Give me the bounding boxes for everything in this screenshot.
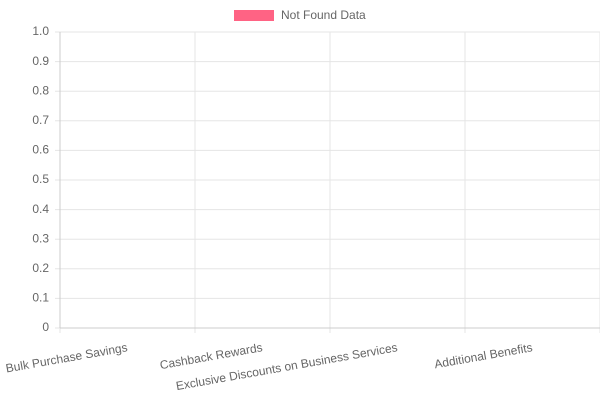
- y-tick-label: 0.8: [32, 83, 49, 97]
- x-tick-label: Exclusive Discounts on Business Services: [175, 340, 399, 393]
- y-tick-label: 0.1: [32, 291, 49, 305]
- x-tick-label: Additional Benefits: [433, 340, 533, 371]
- legend-label: Not Found Data: [281, 8, 366, 22]
- y-tick-label: 0: [42, 320, 49, 334]
- y-tick-label: 0.7: [32, 113, 49, 127]
- y-tick-label: 0.9: [32, 54, 49, 68]
- y-tick-label: 0.2: [32, 261, 49, 275]
- x-tick-label: Bulk Purchase Savings: [5, 340, 129, 375]
- y-tick-label: 0.5: [32, 172, 49, 186]
- y-tick-label: 0.6: [32, 143, 49, 157]
- y-tick-label: 1.0: [32, 24, 49, 38]
- y-tick-label: 0.3: [32, 231, 49, 245]
- legend-swatch: [234, 10, 274, 21]
- y-tick-label: 0.4: [32, 202, 49, 216]
